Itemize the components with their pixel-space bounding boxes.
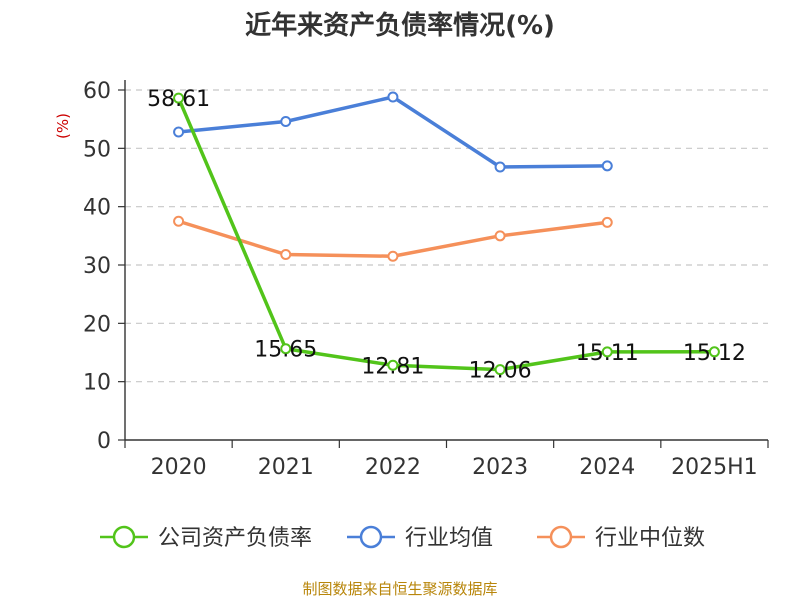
data-point xyxy=(280,249,292,260)
y-tick-label: 50 xyxy=(83,137,111,162)
series-group: 58.61 15.65 12.81 12.06 15.11 15.12 xyxy=(147,87,746,384)
y-tick-label: 20 xyxy=(83,312,111,337)
gridlines xyxy=(125,89,768,383)
legend-label: 公司资产负债率 xyxy=(158,526,312,551)
legend-swatch-marker xyxy=(112,525,136,549)
series-line xyxy=(178,95,608,169)
data-point xyxy=(708,346,720,358)
data-label: 58.61 xyxy=(147,87,210,112)
axes: 0 10 20 30 40 50 60 2020 2021 2022 2023 2024 2025H1 xyxy=(83,79,769,480)
y-tick-label: 0 xyxy=(97,429,111,454)
data-point xyxy=(173,215,185,227)
y-tick-label: 10 xyxy=(83,371,111,396)
data-point xyxy=(601,346,613,358)
legend-label: 行业中位数 xyxy=(595,526,705,551)
data-point xyxy=(173,126,185,138)
series-1 xyxy=(173,91,613,173)
data-point xyxy=(387,91,399,103)
y-axis-label: (%) xyxy=(54,113,72,139)
data-point xyxy=(280,116,292,127)
legend-swatch-marker xyxy=(549,525,573,549)
legend-item[interactable]: 行业均值 xyxy=(347,525,493,551)
x-tick-label: 2024 xyxy=(579,455,635,480)
data-label: 15.11 xyxy=(576,341,639,366)
legend: 公司资产负债率 行业均值 行业中位数 xyxy=(100,525,705,551)
legend-item[interactable]: 行业中位数 xyxy=(537,525,705,551)
x-tick-label: 2022 xyxy=(365,455,421,480)
x-tick-label: 2023 xyxy=(472,455,528,480)
y-tick-label: 40 xyxy=(83,196,111,221)
y-tick-label: 60 xyxy=(83,79,111,104)
data-label: 12.81 xyxy=(361,354,424,379)
data-point xyxy=(601,160,613,172)
x-tick-label: 2021 xyxy=(258,455,314,480)
legend-item[interactable]: 公司资产负债率 xyxy=(100,525,312,551)
data-point xyxy=(494,230,506,242)
data-point xyxy=(387,250,399,262)
legend-label: 行业均值 xyxy=(405,526,493,551)
series-2 xyxy=(173,215,613,262)
data-point xyxy=(387,359,399,371)
data-point xyxy=(280,343,292,355)
x-tick-label: 2025H1 xyxy=(671,455,758,480)
x-tick-label: 2020 xyxy=(151,455,207,480)
data-point xyxy=(173,92,185,104)
legend-swatch-marker xyxy=(359,525,383,549)
source-note: 制图数据来自恒生聚源数据库 xyxy=(302,580,497,598)
data-point xyxy=(494,161,506,173)
data-label: 15.65 xyxy=(254,338,317,363)
series-line xyxy=(176,97,715,372)
chart-title: 近年来资产负债率情况(%) xyxy=(245,10,555,41)
series-0: 58.61 15.65 12.81 12.06 15.11 15.12 xyxy=(147,87,746,384)
data-point xyxy=(601,216,613,228)
data-label: 12.06 xyxy=(469,359,532,384)
data-point xyxy=(494,364,506,376)
data-label: 15.12 xyxy=(683,341,746,366)
y-tick-label: 30 xyxy=(83,254,111,279)
